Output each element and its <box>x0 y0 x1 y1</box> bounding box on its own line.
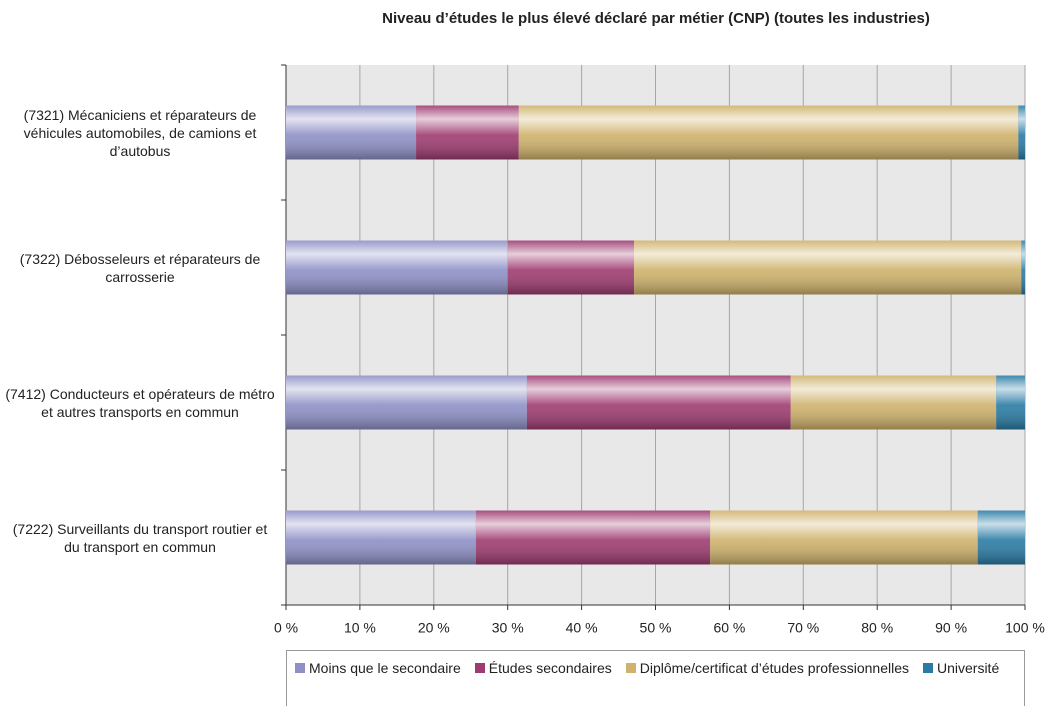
legend-label: Université <box>936 660 1000 676</box>
legend-label: Études secondaires <box>488 660 612 676</box>
legend-swatch <box>474 663 485 673</box>
x-tick-label: 10 % <box>344 620 376 636</box>
bar-shine <box>286 240 508 295</box>
legend-swatch <box>295 663 305 673</box>
legend: Moins que le secondaire Études secondaire… <box>286 650 1025 706</box>
bar-shine <box>416 105 519 160</box>
bar-shine <box>977 510 1025 565</box>
x-tick-label: 90 % <box>935 620 967 636</box>
y-tick-label: (7322) Débosseleurs et réparateurs de ca… <box>19 250 261 285</box>
chart-title: Niveau d’études le plus élevé déclaré pa… <box>382 10 930 27</box>
legend-label: Diplôme/certificat d’études professionne… <box>639 660 909 676</box>
bar-shine <box>996 375 1025 430</box>
bar-shine <box>1021 240 1025 295</box>
y-tick-label: (7321) Mécaniciens et réparateurs de véh… <box>23 106 257 159</box>
x-tick-label: 50 % <box>640 620 672 636</box>
x-tick-label: 70 % <box>787 620 819 636</box>
x-tick-label: 60 % <box>713 620 745 636</box>
x-tick-label: 20 % <box>418 620 450 636</box>
x-tick-label: 30 % <box>492 620 524 636</box>
bar-shine <box>526 375 791 430</box>
x-tick-label: 0 % <box>274 620 298 636</box>
legend-swatch <box>922 663 933 673</box>
x-tick-label: 40 % <box>566 620 598 636</box>
bar-shine <box>507 240 635 295</box>
bar-shine <box>790 375 997 430</box>
bar-shine <box>286 375 527 430</box>
bar-shine <box>286 510 476 565</box>
bar-shine <box>286 105 417 160</box>
bar-shine <box>1018 105 1025 160</box>
bar-shine <box>634 240 1022 295</box>
x-tick-label: 100 % <box>1005 620 1045 636</box>
legend-item: Université <box>922 657 1000 679</box>
legend-item: Moins que le secondaire <box>295 657 461 679</box>
bar-shine <box>475 510 711 565</box>
bar-shine <box>710 510 978 565</box>
legend-item: Études secondaires <box>474 657 612 679</box>
legend-label: Moins que le secondaire <box>309 660 461 676</box>
y-tick-label: (7222) Surveillants du transport routier… <box>12 520 268 555</box>
legend-item: Diplôme/certificat d’études professionne… <box>625 657 909 679</box>
legend-swatch <box>625 663 636 673</box>
bar-shine <box>518 105 1019 160</box>
y-tick-label: (7412) Conducteurs et opérateurs de métr… <box>5 385 275 420</box>
x-tick-label: 80 % <box>861 620 893 636</box>
